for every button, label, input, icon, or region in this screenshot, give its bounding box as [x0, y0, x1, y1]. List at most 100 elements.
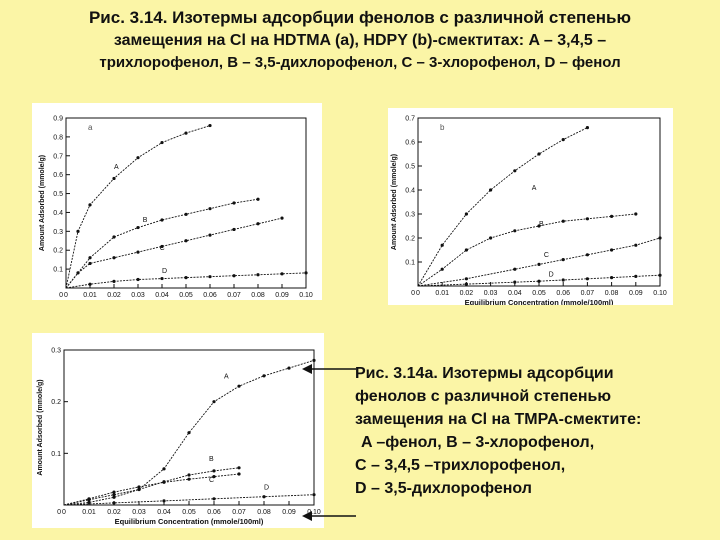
data-point-D [162, 499, 166, 503]
data-point-B [634, 212, 638, 216]
page-title: Рис. 3.14. Изотермы адсорбции фенолов с … [10, 6, 710, 73]
data-point-C [112, 256, 116, 260]
y-tick-label: 0.6 [53, 172, 63, 179]
data-point-A [162, 467, 166, 471]
data-point-C [513, 267, 517, 271]
x-tick-label: 0.08 [605, 290, 619, 297]
data-point-C [184, 239, 188, 243]
chart-c: 0 0.01 0.02 0.03 0.04 0.05 0.06 0.07 0.08 0.09 0.1… [37, 348, 321, 527]
data-point-C [112, 490, 116, 494]
y-tick-label: 0.2 [405, 236, 415, 243]
data-point-B [136, 225, 140, 230]
data-point-C [162, 480, 166, 484]
data-point-C [87, 497, 91, 501]
y-axis-label: Amount Adsorbed (mmole/g) [37, 379, 44, 475]
x-tick-label: 0.03 [484, 290, 498, 297]
data-point-C [187, 477, 191, 481]
data-point-D [256, 273, 260, 277]
data-point-C [280, 216, 284, 220]
series-label-B: B [143, 217, 148, 224]
data-point-D [658, 273, 662, 277]
y-tick-label: 0.1 [405, 260, 415, 267]
y-axis-label: Amount Adsorbed (mmole/g) [391, 154, 398, 250]
data-point-B [585, 217, 589, 221]
data-point-A [212, 400, 216, 404]
data-point-A [537, 152, 541, 156]
data-point-A [112, 495, 116, 499]
y-tick-label: 0.9 [53, 116, 63, 123]
y-tick-label: 0.4 [405, 188, 415, 195]
caption-line-1: Рис. 3.14а. Изотермы адсорбции [355, 365, 614, 382]
data-point-C [160, 244, 164, 249]
x-tick-label: 0.05 [179, 292, 193, 299]
data-point-D [634, 274, 638, 278]
data-point-C [88, 261, 92, 266]
title-line-2: замещения на Cl на HDTMA (a), HDPY (b)-с… [113, 32, 607, 49]
chart-panel-b: 0 0.01 0.02 0.03 0.04 0.05 0.06 0.07 0.08 0.09 0.1… [388, 108, 673, 305]
x-tick-label: 0.02 [460, 290, 474, 297]
x-tick-label: 0.03 [132, 509, 146, 516]
data-point-C [256, 222, 260, 226]
data-point-B [112, 235, 116, 239]
data-point-A [262, 374, 266, 378]
data-point-D [262, 495, 266, 499]
data-point-D [513, 280, 517, 284]
caption-line-5: C – 3,4,5 –трихлорофенол, [355, 457, 566, 474]
data-point-D [184, 276, 188, 280]
x-tick-label: 0.09 [282, 509, 296, 516]
y-tick-label: 0.1 [51, 451, 61, 458]
series-label-D: D [162, 268, 167, 275]
arrow-to-chart-c-top [302, 364, 356, 374]
y-tick-label: 0.8 [53, 134, 63, 141]
data-point-D [561, 278, 565, 282]
data-point-A [237, 384, 241, 388]
plot-frame [417, 117, 661, 287]
data-point-C [76, 271, 80, 275]
data-point-D [112, 279, 116, 283]
data-point-A [489, 188, 493, 192]
data-point-B [610, 214, 614, 218]
x-tick-label: 0.06 [203, 292, 217, 299]
data-point-D [312, 493, 316, 497]
data-point-D [160, 276, 164, 281]
x-tick-label: 0.07 [581, 290, 595, 297]
x-tick-label: 0.08 [251, 292, 265, 299]
data-point-B [212, 469, 216, 473]
data-point-A [87, 500, 91, 505]
data-point-C [136, 250, 140, 254]
x-tick-label: 0.04 [155, 292, 169, 299]
data-point-C [208, 233, 212, 237]
data-point-B [561, 219, 565, 223]
chart-panel-c: 0 0.01 0.02 0.03 0.04 0.05 0.06 0.07 0.08 0.09 0.1… [32, 333, 324, 528]
chart-panel-a: 0 0.01 0.02 0.03 0.04 0.05 0.06 0.07 0.08 0.09 0.1… [32, 103, 322, 300]
plot-frame [65, 117, 307, 289]
data-point-A [136, 156, 140, 160]
data-point-A [184, 131, 188, 135]
data-point-D [212, 497, 216, 501]
data-point-B [112, 493, 116, 497]
y-tick-label: 0.1 [53, 267, 63, 274]
x-tick-label: 0.01 [83, 292, 97, 299]
series-label-C: C [160, 245, 165, 252]
x-tick-label: 0.10 [299, 292, 313, 299]
y-tick-label: 0.4 [53, 210, 63, 217]
x-tick-label: 0.06 [556, 290, 570, 297]
series-label-D: D [264, 485, 269, 492]
data-point-B [137, 487, 141, 492]
x-tick-label: 0.09 [629, 290, 643, 297]
x-axis-label: Equilibrium Concentration (mmole/100ml) [115, 517, 264, 526]
chart-a: 0 0.01 0.02 0.03 0.04 0.05 0.06 0.07 0.08 0.09 0.1… [39, 116, 313, 300]
title-line-3: трихлорофенол, B – 3,5-дихлорофенол, C –… [99, 54, 621, 71]
data-point-A [76, 229, 80, 233]
series-label-A: A [532, 185, 537, 192]
data-point-A [561, 138, 565, 142]
x-tick-label: 0.05 [182, 509, 196, 516]
data-point-A [208, 123, 212, 128]
y-tick-label: 0.7 [53, 153, 63, 160]
data-point-C [537, 262, 541, 266]
series-line-C [63, 473, 240, 506]
caption-line-4: A –фенол, B – 3-хлорофенол, [361, 434, 595, 451]
data-point-A [112, 176, 116, 181]
y-tick-label: 0.2 [51, 399, 61, 406]
plot-frame [63, 349, 315, 506]
